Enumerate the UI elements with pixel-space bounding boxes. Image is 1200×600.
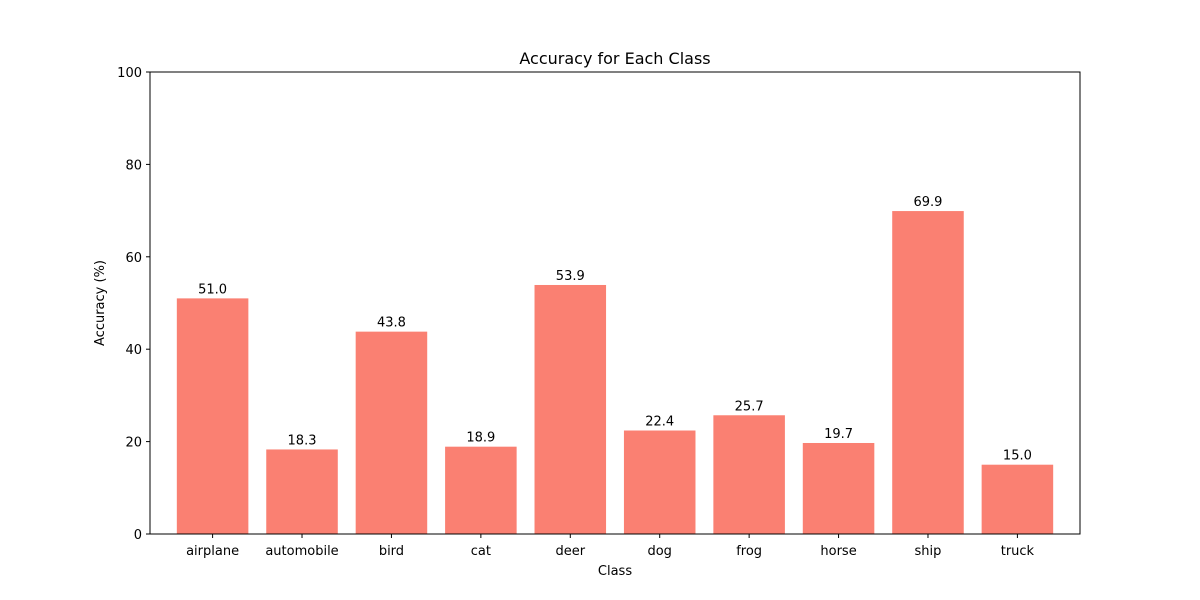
y-tick-label-40: 40: [125, 343, 142, 358]
bar-frog: [713, 415, 785, 534]
bar-airplane: [176, 298, 249, 534]
x-tick-label-automobile: automobile: [265, 544, 338, 559]
x-tick-label-frog: frog: [736, 544, 762, 559]
bar-dog: [623, 430, 696, 534]
y-axis-label: Accuracy (%): [93, 260, 108, 346]
bar-value-label-automobile: 18.3: [288, 433, 317, 448]
bar-value-label-cat: 18.9: [466, 431, 495, 446]
bar-value-label-airplane: 51.0: [198, 282, 227, 297]
bar-deer: [534, 284, 607, 534]
bar-value-label-deer: 53.9: [556, 269, 585, 284]
bars-group: [176, 211, 1054, 534]
y-tick-label-80: 80: [125, 158, 142, 173]
y-tick-label-100: 100: [117, 66, 142, 81]
bar-labels-group: 51.0 18.3 43.8 18.9 53.9 22.4 25.7 19.7 69.9 15.0: [198, 195, 1032, 464]
bar-value-label-dog: 22.4: [645, 415, 674, 430]
x-tick-label-bird: bird: [379, 544, 404, 559]
y-tick-label-60: 60: [125, 251, 142, 266]
bar-value-label-truck: 15.0: [1003, 449, 1032, 464]
plot-frame: [149, 71, 1081, 535]
bar-automobile: [266, 449, 338, 534]
x-tick-label-dog: dog: [647, 544, 671, 559]
y-tick-label-0: 0: [134, 528, 142, 543]
bar-horse: [802, 442, 875, 534]
bar-cat: [445, 446, 517, 534]
x-tick-label-horse: horse: [820, 544, 856, 559]
y-axis-ticks: 0 20 40 60 80 100: [117, 66, 150, 543]
x-tick-label-deer: deer: [555, 544, 585, 559]
bar-truck: [981, 464, 1054, 534]
y-tick-label-20: 20: [125, 436, 142, 451]
x-tick-label-airplane: airplane: [186, 544, 239, 559]
bar-ship: [892, 211, 964, 534]
x-axis-label: Class: [598, 564, 632, 579]
x-tick-label-ship: ship: [915, 544, 942, 559]
bar-value-label-bird: 43.8: [377, 316, 406, 331]
x-axis-ticks: airplane automobile bird cat deer dog frog hors…: [186, 534, 1035, 559]
bar-value-label-ship: 69.9: [914, 195, 943, 210]
x-tick-label-truck: truck: [1001, 544, 1035, 559]
x-tick-label-cat: cat: [471, 544, 491, 559]
bar-bird: [355, 331, 428, 534]
chart-title: Accuracy for Each Class: [519, 49, 710, 68]
bar-value-label-frog: 25.7: [735, 399, 764, 414]
bar-value-label-horse: 19.7: [824, 427, 853, 442]
